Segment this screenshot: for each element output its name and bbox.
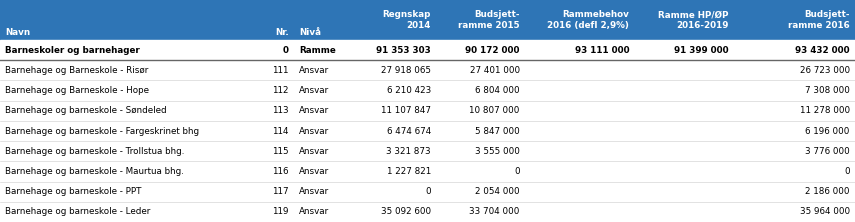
Bar (0, 182, 855, 202)
Text: 93 111 000: 93 111 000 (575, 46, 629, 55)
Text: 33 704 000: 33 704 000 (469, 207, 520, 216)
Text: 91 399 000: 91 399 000 (674, 46, 728, 55)
Text: 114: 114 (273, 127, 289, 135)
Text: Ansvar: Ansvar (299, 86, 329, 95)
Text: Ansvar: Ansvar (299, 167, 329, 176)
Text: 0: 0 (844, 167, 850, 176)
Text: 0: 0 (425, 187, 431, 196)
Text: 26 723 000: 26 723 000 (799, 66, 850, 75)
Text: Ramme: Ramme (299, 46, 336, 55)
Text: Ramme HP/ØP: Ramme HP/ØP (658, 10, 728, 19)
Text: 91 353 303: 91 353 303 (376, 46, 431, 55)
Bar (0, 141, 855, 161)
Text: Nr.: Nr. (275, 28, 289, 37)
Text: 2016-2019: 2016-2019 (676, 21, 728, 30)
Text: Barnehage og Barneskole - Risør: Barnehage og Barneskole - Risør (5, 66, 149, 75)
Text: Ansvar: Ansvar (299, 207, 329, 216)
Text: Barnehage og Barneskole - Hope: Barnehage og Barneskole - Hope (5, 86, 149, 95)
Text: 111: 111 (273, 66, 289, 75)
Text: 35 964 000: 35 964 000 (799, 207, 850, 216)
Text: 116: 116 (273, 167, 289, 176)
Text: Regnskap: Regnskap (382, 10, 431, 19)
Text: 6 210 423: 6 210 423 (386, 86, 431, 95)
Text: Rammebehov: Rammebehov (563, 10, 629, 19)
Text: Barneskoler og barnehager: Barneskoler og barnehager (5, 46, 140, 55)
Text: 112: 112 (273, 86, 289, 95)
Text: 117: 117 (273, 187, 289, 196)
Text: 3 555 000: 3 555 000 (475, 147, 520, 156)
Text: ramme 2016: ramme 2016 (788, 21, 850, 30)
Text: Ansvar: Ansvar (299, 66, 329, 75)
Text: 6 474 674: 6 474 674 (386, 127, 431, 135)
Text: Nivå: Nivå (299, 28, 321, 37)
Text: Barnehage og barneskole - Søndeled: Barnehage og barneskole - Søndeled (5, 106, 167, 115)
Text: Barnehage og barneskole - Leder: Barnehage og barneskole - Leder (5, 207, 150, 216)
Text: 119: 119 (273, 207, 289, 216)
Text: 27 401 000: 27 401 000 (469, 66, 520, 75)
Text: 90 172 000: 90 172 000 (465, 46, 520, 55)
Text: Barnehage og barneskole - Maurtua bhg.: Barnehage og barneskole - Maurtua bhg. (5, 167, 184, 176)
Text: Barnehage og barneskole - Fargeskrinet bhg: Barnehage og barneskole - Fargeskrinet b… (5, 127, 199, 135)
Text: 93 432 000: 93 432 000 (795, 46, 850, 55)
Text: 2016 (defl 2,9%): 2016 (defl 2,9%) (547, 21, 629, 30)
Text: Barnehage og barneskole - PPT: Barnehage og barneskole - PPT (5, 187, 142, 196)
Bar (0, 161, 855, 182)
Bar (0, 40, 855, 60)
Text: Ansvar: Ansvar (299, 187, 329, 196)
Text: Ansvar: Ansvar (299, 147, 329, 156)
Text: 2014: 2014 (406, 21, 431, 30)
Text: 2 186 000: 2 186 000 (805, 187, 850, 196)
Text: 3 776 000: 3 776 000 (805, 147, 850, 156)
Text: 11 278 000: 11 278 000 (799, 106, 850, 115)
Bar (0, 202, 855, 222)
Text: 5 847 000: 5 847 000 (475, 127, 520, 135)
Text: 0: 0 (514, 167, 520, 176)
Text: 1 227 821: 1 227 821 (386, 167, 431, 176)
Text: Ansvar: Ansvar (299, 106, 329, 115)
Text: Barnehage og barneskole - Trollstua bhg.: Barnehage og barneskole - Trollstua bhg. (5, 147, 185, 156)
Text: 10 807 000: 10 807 000 (469, 106, 520, 115)
Text: Budsjett-: Budsjett- (475, 10, 520, 19)
Text: Navn: Navn (5, 28, 30, 37)
Bar (0, 0, 855, 40)
Text: 3 321 873: 3 321 873 (386, 147, 431, 156)
Text: 0: 0 (283, 46, 289, 55)
Text: 35 092 600: 35 092 600 (380, 207, 431, 216)
Text: 7 308 000: 7 308 000 (805, 86, 850, 95)
Text: ramme 2015: ramme 2015 (458, 21, 520, 30)
Text: 6 196 000: 6 196 000 (805, 127, 850, 135)
Text: 11 107 847: 11 107 847 (381, 106, 431, 115)
Text: 6 804 000: 6 804 000 (475, 86, 520, 95)
Bar (0, 121, 855, 141)
Text: 2 054 000: 2 054 000 (475, 187, 520, 196)
Text: 113: 113 (273, 106, 289, 115)
Text: 115: 115 (273, 147, 289, 156)
Text: Budsjett-: Budsjett- (805, 10, 850, 19)
Bar (0, 101, 855, 121)
Text: 27 918 065: 27 918 065 (381, 66, 431, 75)
Text: Ansvar: Ansvar (299, 127, 329, 135)
Bar (0, 60, 855, 80)
Bar (0, 80, 855, 101)
